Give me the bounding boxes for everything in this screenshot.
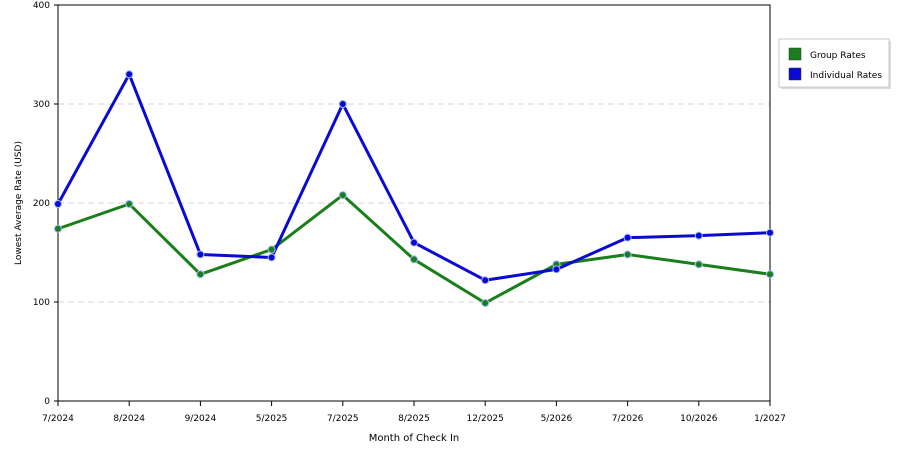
group-rates-point — [267, 245, 276, 254]
individual-rates-point — [694, 231, 703, 240]
gridlines — [58, 103, 770, 303]
individual-rates-line — [56, 72, 771, 282]
series-lines — [56, 72, 771, 305]
individual-rates-point — [338, 100, 347, 108]
legend-swatch — [788, 67, 802, 81]
group-rates-point — [623, 250, 632, 259]
individual-rates-point — [766, 228, 774, 237]
y-axis-label: Lowest Average Rate (USD) — [14, 141, 24, 265]
x-tick-label: 8/2025 — [398, 414, 430, 424]
x-tick-label: 5/2025 — [256, 414, 288, 424]
x-tick-label: 8/2024 — [113, 414, 145, 424]
y-tick-label: 400 — [33, 1, 50, 11]
x-tick-label: 12/2025 — [467, 414, 504, 424]
individual-rates-point — [54, 199, 62, 208]
legend: Group Rates Individual Rates — [778, 38, 891, 89]
group-rates-line — [57, 193, 771, 305]
x-tick-label: 7/2026 — [612, 414, 644, 424]
group-rates-point — [694, 260, 703, 269]
axis-labels: Month of Check In Lowest Average Rate (U… — [14, 141, 459, 444]
x-tick-label: 5/2026 — [541, 414, 573, 424]
individual-rates-point — [552, 265, 561, 274]
group-rates-point — [196, 270, 205, 279]
axes: 0 100 200 300 400 7/2024 8/2024 9/2024 5/2025 7/2… — [33, 1, 786, 424]
x-tick-label: 7/2024 — [42, 414, 74, 424]
individual-rates-point — [196, 250, 205, 259]
x-axis-label: Month of Check In — [369, 433, 460, 444]
individual-rates-point — [125, 70, 134, 79]
x-tick-label: 10/2026 — [680, 414, 718, 424]
individual-rates-point — [623, 233, 632, 242]
y-tick-label: 300 — [33, 100, 50, 110]
y-tick-label: 100 — [33, 298, 50, 308]
x-tick-label: 7/2025 — [327, 414, 359, 424]
x-tick-label: 9/2024 — [185, 414, 217, 424]
legend-label: Group Rates — [810, 51, 866, 61]
individual-rates-point — [481, 276, 490, 285]
x-tick-label: 1/2027 — [754, 414, 786, 424]
legend-label: Individual Rates — [810, 71, 882, 81]
individual-rates-point — [410, 238, 418, 247]
group-rates-point — [54, 224, 62, 233]
group-rates-point — [125, 199, 134, 208]
data-points — [54, 70, 774, 307]
legend-swatch — [788, 47, 802, 61]
y-tick-label: 200 — [33, 199, 50, 209]
group-rates-point — [338, 191, 347, 200]
group-rates-point — [481, 298, 490, 307]
y-tick-label: 0 — [44, 397, 50, 407]
group-rates-point — [410, 255, 418, 264]
individual-rates-point — [267, 253, 276, 262]
group-rates-point — [766, 270, 774, 279]
